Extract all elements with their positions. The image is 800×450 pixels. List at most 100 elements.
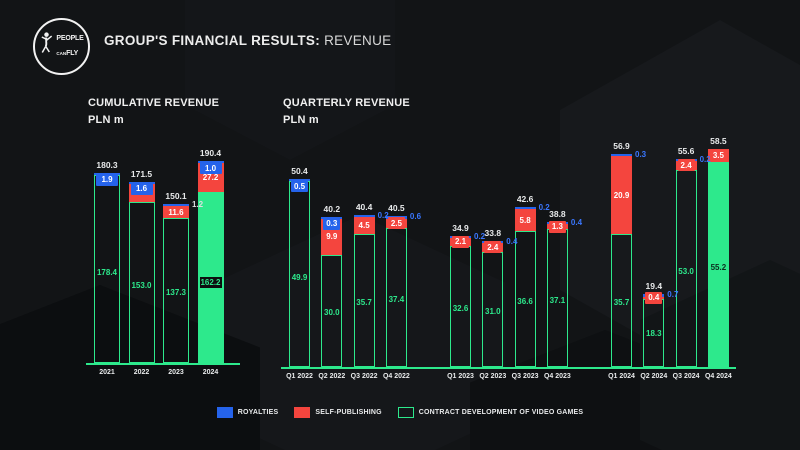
self-publishing-value-label: 2.4 xyxy=(484,241,502,254)
self-publishing-value-label: 2.1 xyxy=(452,235,469,248)
self-publishing-value-label: 3.5 xyxy=(709,149,727,162)
total-value-label: 38.8 xyxy=(549,209,566,220)
segment-contract-development xyxy=(611,234,632,367)
contract-development-value-label: 178.4 xyxy=(96,267,118,277)
royalties-value-label: 0.4 xyxy=(506,236,518,246)
contract-development-value-label: 35.7 xyxy=(613,298,630,308)
self-publishing-value-label: 11.6 xyxy=(165,206,187,219)
contract-development-value-label: 137.3 xyxy=(165,288,187,298)
royalties-value-label: 0.2 xyxy=(699,154,711,164)
total-value-label: 56.9 xyxy=(613,141,630,152)
segment-contract-development xyxy=(514,230,536,367)
quarterly-revenue-chart: 0.5 49.9 50.4 Q1 2022 9.9 0.3 30.0 40.2 Q2 2022 4… xyxy=(281,0,741,450)
pcf-logo: PEOPLE CANFLY xyxy=(33,18,90,75)
royalties-value-label: 0.2 xyxy=(474,231,486,241)
segment-royalties xyxy=(611,154,632,157)
royalties-value-label: 0.4 xyxy=(570,218,583,228)
chart-unit-label: PLN m xyxy=(283,114,319,126)
contract-development-value-label: 49.9 xyxy=(291,272,308,282)
contract-development-value-label: 153.0 xyxy=(131,280,152,290)
legend-item-self-publishing: SELF-PUBLISHING xyxy=(294,407,382,418)
total-value-label: 33.8 xyxy=(484,227,502,238)
category-label: Q4 2022 xyxy=(382,373,410,380)
logo-word-people: PEOPLE xyxy=(56,34,84,42)
self-publishing-value-label: 1.3 xyxy=(548,220,566,233)
self-publishing-value-label: 2.4 xyxy=(677,159,695,172)
segment-royalties xyxy=(163,203,189,206)
page-title-rest: REVENUE xyxy=(324,33,392,48)
total-value-label: 50.4 xyxy=(291,166,308,177)
legend-label: CONTRACT DEVELOPMENT OF VIDEO GAMES xyxy=(418,409,584,416)
total-value-label: 180.3 xyxy=(96,159,118,170)
page-title: GROUP'S FINANCIAL RESULTS: REVENUE xyxy=(104,33,391,48)
legend-item-royalties: ROYALTIES xyxy=(216,407,279,418)
total-value-label: 190.4 xyxy=(199,148,222,159)
category-label: Q3 2023 xyxy=(511,373,539,380)
contract-development-value-label: 162.2 xyxy=(198,275,223,289)
segment-contract-development xyxy=(353,234,375,367)
royalties-value-label: 1.9 xyxy=(96,173,118,186)
logo-figure-icon xyxy=(39,31,54,63)
total-value-label: 40.4 xyxy=(355,202,373,213)
category-label: Q4 2024 xyxy=(704,373,732,380)
total-value-label: 40.2 xyxy=(323,203,341,214)
segment-contract-development xyxy=(128,201,155,363)
chart-legend: ROYALTIES SELF-PUBLISHING CONTRACT DEVEL… xyxy=(0,407,800,418)
legend-label: SELF-PUBLISHING xyxy=(315,409,382,416)
category-label: Q2 2022 xyxy=(318,373,346,380)
contract-development-value-label: 55.2 xyxy=(710,263,727,273)
quarterly-chart-title: QUARTERLY REVENUE PLN m xyxy=(283,95,410,129)
chart-title-text: QUARTERLY REVENUE xyxy=(283,97,410,109)
royalties-value-label: 1.6 xyxy=(130,182,153,195)
legend-label: ROYALTIES xyxy=(237,409,279,416)
contract-development-value-label: 32.6 xyxy=(452,303,469,313)
category-label: Q4 2023 xyxy=(543,373,571,380)
category-label: 2021 xyxy=(99,369,115,376)
chart-unit-label: PLN m xyxy=(88,114,124,126)
royalties-value-label: 0.3 xyxy=(323,217,341,230)
category-label: Q2 2023 xyxy=(479,373,507,380)
contract-development-value-label: 53.0 xyxy=(678,267,694,277)
legend-item-contract-development: CONTRACT DEVELOPMENT OF VIDEO GAMES xyxy=(397,407,584,418)
royalties-swatch-icon xyxy=(216,407,233,418)
total-value-label: 150.1 xyxy=(165,190,187,201)
segment-royalties xyxy=(514,207,536,210)
contract-development-value-label: 35.7 xyxy=(356,298,372,308)
self-publishing-value-label: 2.5 xyxy=(387,217,405,230)
category-label: Q3 2024 xyxy=(672,373,700,380)
royalties-value-label: 1.0 xyxy=(199,162,222,175)
contract-development-value-label: 37.4 xyxy=(388,295,405,305)
cumulative-chart-title: CUMULATIVE REVENUE PLN m xyxy=(88,95,219,129)
category-label: Q2 2024 xyxy=(640,373,668,380)
page-title-strong: GROUP'S FINANCIAL RESULTS: xyxy=(104,33,321,48)
royalties-value-label: 1.2 xyxy=(192,199,204,209)
royalties-value-label: 0.2 xyxy=(538,203,550,213)
category-label: 2024 xyxy=(202,369,219,376)
contract-development-value-label: 36.6 xyxy=(517,296,533,306)
contract-development-value-label: 30.0 xyxy=(324,308,340,318)
total-value-label: 40.5 xyxy=(388,203,405,214)
total-value-label: 42.6 xyxy=(516,194,534,205)
contract-development-value-label: 37.1 xyxy=(549,295,566,305)
category-label: Q1 2024 xyxy=(608,373,635,380)
contract-development-value-label: 31.0 xyxy=(485,306,501,316)
self-publishing-value-label: 27.2 xyxy=(199,171,222,184)
segment-contract-development xyxy=(163,218,189,363)
royalties-value-label: 0.3 xyxy=(635,150,647,160)
self-publishing-value-label: 20.9 xyxy=(613,189,630,202)
category-label: 2023 xyxy=(168,369,184,376)
total-value-label: 19.4 xyxy=(645,281,663,292)
logo-word-fly: FLY xyxy=(66,49,79,57)
contract-development-swatch-icon xyxy=(397,407,414,418)
self-publishing-value-label: 0.4 xyxy=(645,291,663,304)
logo-text: PEOPLE CANFLY xyxy=(56,35,83,59)
segment-royalties xyxy=(353,215,375,218)
self-publishing-value-label: 4.5 xyxy=(355,219,373,232)
contract-development-value-label: 18.3 xyxy=(646,329,662,339)
total-value-label: 58.5 xyxy=(710,135,727,146)
total-value-label: 55.6 xyxy=(677,145,695,156)
self-publishing-value-label: 9.9 xyxy=(323,230,341,243)
chart-title-text: CUMULATIVE REVENUE xyxy=(88,97,220,109)
segment-contract-development xyxy=(321,255,343,367)
